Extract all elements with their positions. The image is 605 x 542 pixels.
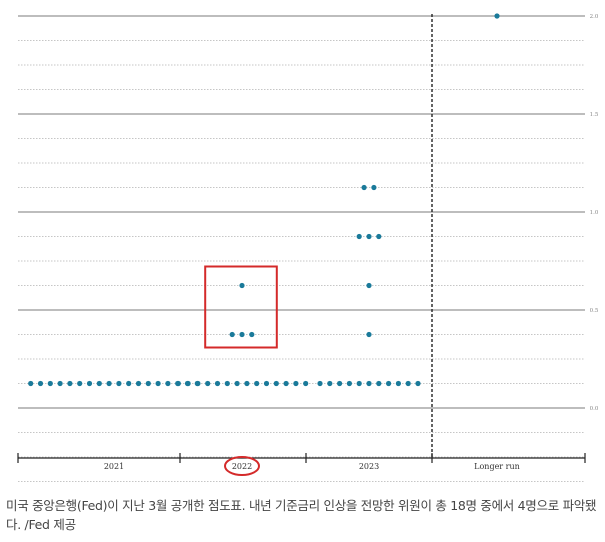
dot: [229, 331, 235, 338]
gridlines: [18, 15, 585, 482]
x-category-label: 2023: [359, 462, 379, 471]
dot: [366, 331, 372, 338]
dot: [239, 331, 245, 338]
dot: [96, 380, 102, 387]
x-category-label: 2022: [232, 462, 252, 471]
dot: [415, 380, 421, 387]
y-tick-label: 1.0: [590, 210, 599, 216]
dot: [145, 380, 151, 387]
dots: [28, 13, 500, 387]
dot: [135, 380, 142, 387]
dot: [356, 233, 362, 240]
y-tick-label: 2.0: [590, 14, 599, 20]
dot: [106, 380, 112, 387]
dot: [386, 380, 392, 387]
photo-caption: 미국 중앙은행(Fed)이 지난 3월 공개한 점도표. 내년 기준금리 인상을…: [6, 498, 597, 532]
y-tick-labels: 0.00.51.01.52.02.53.03.54.0: [590, 14, 599, 412]
dot: [361, 184, 367, 191]
dot: [234, 380, 240, 387]
y-tick-label: 0.5: [590, 308, 599, 314]
dot: [376, 380, 382, 387]
dot: [165, 380, 171, 387]
highlight-box: [204, 265, 278, 349]
dot-plot-chart: 0.00.51.01.52.02.53.03.54.0202120222023L…: [17, 13, 599, 482]
dot: [239, 282, 245, 289]
dot: [155, 380, 161, 387]
dot: [126, 380, 132, 387]
dot: [175, 380, 181, 387]
dot: [249, 331, 255, 338]
x-category-label: 2021: [104, 462, 124, 471]
dot: [185, 380, 191, 387]
dot: [47, 380, 53, 387]
dot: [293, 380, 299, 387]
dot: [224, 380, 230, 387]
y-tick-label: 0.0: [590, 406, 599, 412]
dot: [67, 380, 73, 387]
dot: [254, 380, 260, 387]
dot: [356, 380, 362, 387]
dot: [303, 380, 309, 387]
dot: [77, 380, 83, 387]
dot: [395, 380, 401, 387]
dot: [57, 380, 63, 387]
dot: [214, 380, 221, 387]
dot: [405, 380, 411, 387]
dot: [494, 13, 500, 19]
dot: [366, 282, 372, 289]
dot: [327, 380, 333, 387]
x-category-labels: 2021 2022 2023 Longer run: [104, 462, 520, 471]
dot: [317, 380, 323, 387]
dot: [283, 380, 289, 387]
dot: [371, 184, 377, 191]
dot: [376, 233, 382, 240]
dot: [366, 380, 372, 387]
dot: [28, 380, 34, 387]
y-tick-label: 1.5: [590, 112, 599, 118]
dot: [37, 380, 44, 387]
dot: [337, 380, 343, 387]
dot: [244, 380, 250, 387]
dot: [195, 380, 201, 387]
dot: [366, 233, 372, 240]
highlight-ellipse: [224, 456, 260, 476]
dot: [116, 380, 122, 387]
dot: [263, 380, 270, 387]
dot: [205, 380, 211, 387]
dot: [86, 380, 93, 387]
x-category-label: Longer run: [474, 462, 520, 471]
dot: [273, 380, 279, 387]
dot: [346, 380, 352, 387]
